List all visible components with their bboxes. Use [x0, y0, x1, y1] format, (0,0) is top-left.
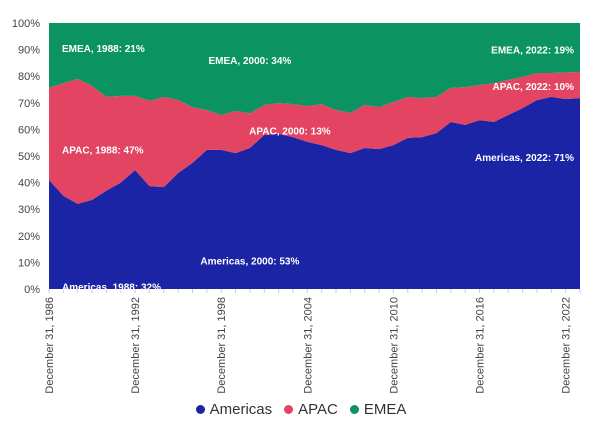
legend-label-americas: Americas	[209, 401, 273, 418]
y-tick-label: 60%	[18, 124, 40, 136]
y-tick-label: 40%	[18, 178, 40, 190]
y-tick-label: 30%	[18, 204, 40, 216]
y-tick-label: 80%	[18, 71, 40, 83]
x-tick-label: December 31, 1986	[44, 297, 56, 394]
y-tick-label: 10%	[18, 257, 40, 269]
y-tick-label: 20%	[18, 231, 40, 243]
stacked-area-chart: 0% 10% 20% 30% 40% 50% 60% 70% 80% 90% 100% Decemb…	[12, 18, 581, 394]
legend-label-emea: EMEA	[363, 401, 407, 418]
annotation-americas-2022: Americas, 2022: 71%	[475, 153, 574, 164]
annotation-apac-2000: APAC, 2000: 13%	[249, 127, 331, 138]
annotation-emea-2022: EMEA, 2022: 19%	[491, 46, 574, 57]
annotation-emea-1988: EMEA, 1988: 21%	[62, 44, 145, 55]
emea-dot-icon	[349, 405, 359, 414]
legend-item-emea[interactable]: EMEA	[349, 401, 407, 418]
x-tick-label: December 31, 1992	[130, 297, 142, 394]
area-layer	[49, 23, 580, 290]
annotation-apac-2022: APAC, 2022: 10%	[492, 82, 574, 93]
area-americas	[49, 96, 580, 290]
y-tick-label: 90%	[18, 45, 40, 57]
x-axis: December 31, 1986 December 31, 1992 Decemb…	[44, 289, 581, 394]
x-tick-label: December 31, 1998	[216, 297, 228, 394]
x-tick-label: December 31, 2016	[475, 297, 487, 394]
apac-dot-icon	[284, 405, 294, 414]
y-tick-label: 50%	[18, 151, 40, 163]
annotation-layer: EMEA, 1988: 21% APAC, 1988: 47% Americas, …	[62, 44, 574, 294]
y-tick-label: 0%	[24, 284, 40, 296]
x-tick-label: December 31, 2022	[561, 297, 573, 394]
legend: Americas APAC EMEA	[0, 401, 602, 418]
x-tick-label: December 31, 2010	[388, 297, 400, 394]
annotation-americas-2000: Americas, 2000: 53%	[200, 257, 299, 268]
y-tick-label: 100%	[12, 18, 40, 30]
area-emea	[49, 23, 580, 115]
area-apac	[49, 71, 580, 204]
annotation-apac-1988: APAC, 1988: 47%	[62, 145, 144, 156]
annotation-americas-1988: Americas, 1988: 32%	[62, 282, 161, 293]
x-tick-label: December 31, 2004	[302, 297, 314, 394]
americas-dot-icon	[195, 405, 205, 414]
legend-item-apac[interactable]: APAC	[284, 401, 338, 418]
y-tick-label: 70%	[18, 98, 40, 110]
y-axis: 0% 10% 20% 30% 40% 50% 60% 70% 80% 90% 100%	[12, 18, 40, 296]
annotation-emea-2000: EMEA, 2000: 34%	[209, 56, 292, 67]
legend-item-americas[interactable]: Americas	[195, 401, 273, 418]
legend-label-apac: APAC	[298, 401, 338, 418]
